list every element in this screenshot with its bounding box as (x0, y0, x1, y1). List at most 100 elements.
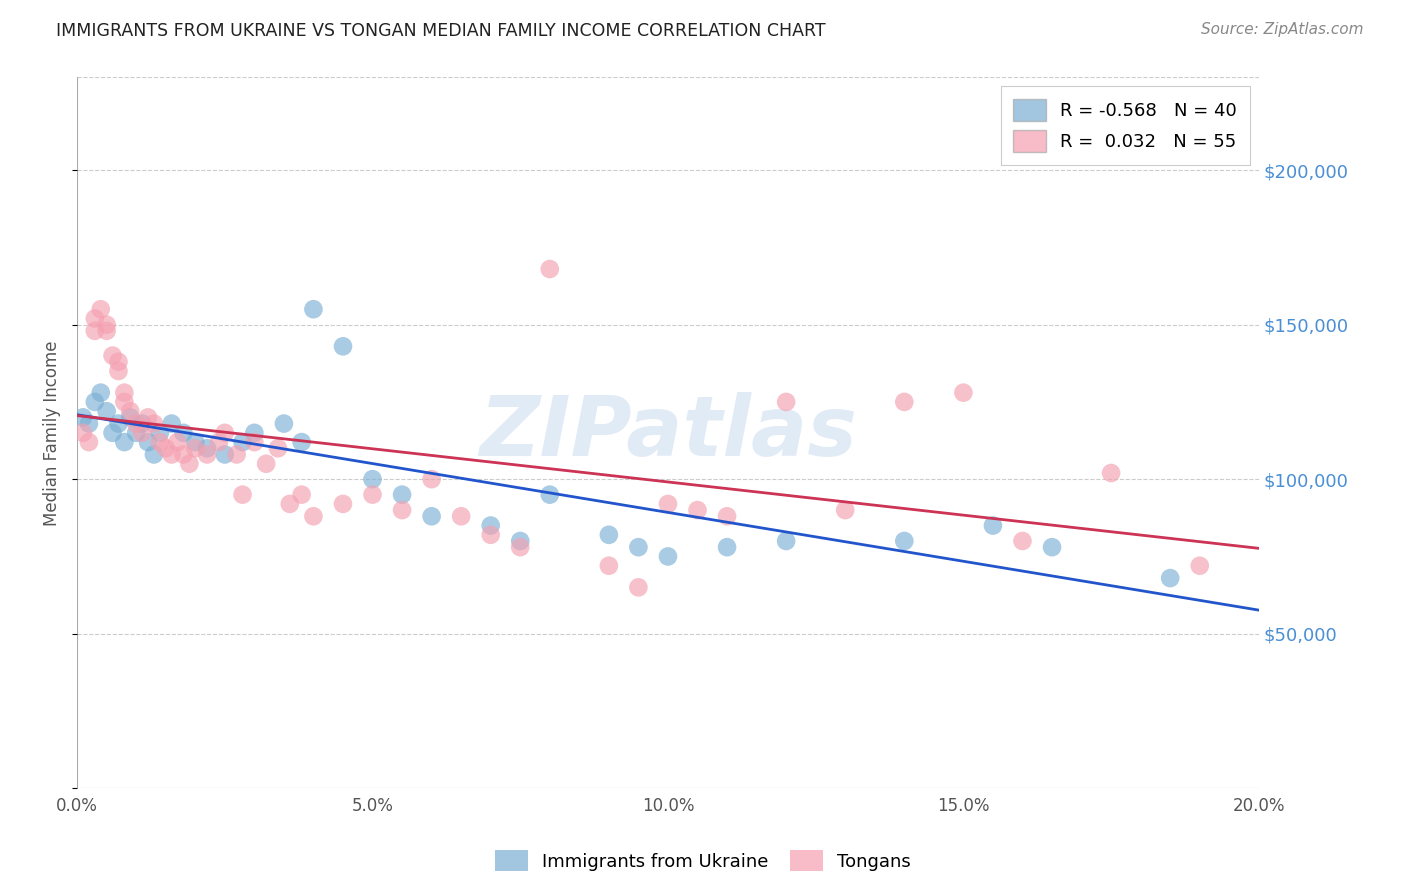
Point (136, 410, 159, 425)
Point (893, 395, 915, 409)
Point (302, 509, 325, 524)
Point (450, 509, 472, 524)
Point (72, 410, 94, 425)
Point (179, 457, 201, 471)
Point (214, 425, 236, 440)
Point (83, 395, 105, 409)
Point (120, 404, 142, 418)
Point (136, 435, 159, 450)
Point (90, 302, 112, 317)
Text: IMMIGRANTS FROM UKRAINE VS TONGAN MEDIAN FAMILY INCOME CORRELATION CHART: IMMIGRANTS FROM UKRAINE VS TONGAN MEDIAN… (56, 22, 825, 40)
Point (716, 540, 738, 554)
Point (83, 324, 105, 338)
Point (775, 533, 797, 548)
Point (657, 497, 679, 511)
Point (627, 580, 650, 594)
Point (83, 311, 105, 326)
Point (834, 503, 856, 517)
Point (291, 488, 314, 502)
Point (1188, 558, 1211, 573)
Point (142, 417, 165, 431)
Point (172, 447, 194, 461)
Point (72, 425, 94, 440)
Point (391, 503, 413, 517)
Point (225, 447, 247, 461)
Point (420, 509, 443, 524)
Point (657, 549, 679, 564)
Point (332, 497, 354, 511)
Legend: Immigrants from Ukraine, Tongans: Immigrants from Ukraine, Tongans (488, 843, 918, 879)
Point (96, 324, 118, 338)
Point (302, 302, 325, 317)
Point (184, 435, 207, 450)
Point (420, 472, 443, 486)
Point (155, 442, 177, 456)
Point (291, 435, 314, 450)
Point (195, 442, 218, 456)
Point (149, 435, 172, 450)
Point (479, 518, 502, 533)
Point (598, 558, 620, 573)
Point (1099, 466, 1122, 480)
Point (101, 425, 124, 440)
Point (160, 447, 183, 461)
Y-axis label: Median Family Income: Median Family Income (44, 340, 60, 525)
Point (142, 447, 165, 461)
Point (131, 417, 153, 431)
Point (96, 404, 118, 418)
Point (538, 488, 561, 502)
Point (107, 355, 129, 369)
Text: Source: ZipAtlas.com: Source: ZipAtlas.com (1201, 22, 1364, 37)
Point (1040, 540, 1063, 554)
Point (598, 528, 620, 542)
Point (391, 488, 413, 502)
Point (243, 425, 266, 440)
Point (208, 435, 231, 450)
Point (214, 447, 236, 461)
Point (107, 417, 129, 431)
Point (509, 540, 531, 554)
Point (172, 425, 194, 440)
Point (361, 472, 384, 486)
Point (232, 488, 254, 502)
Point (538, 262, 561, 277)
Point (96, 318, 118, 332)
Point (232, 435, 254, 450)
Point (77, 435, 100, 450)
Point (125, 425, 148, 440)
Point (952, 385, 974, 400)
Point (893, 533, 915, 548)
Point (131, 425, 153, 440)
Point (184, 442, 207, 456)
Point (90, 385, 112, 400)
Point (332, 339, 354, 353)
Point (686, 503, 709, 517)
Point (243, 435, 266, 450)
Point (1159, 571, 1181, 585)
Point (112, 435, 135, 450)
Point (509, 533, 531, 548)
Point (627, 540, 650, 554)
Point (361, 488, 384, 502)
Point (107, 364, 129, 378)
Point (278, 497, 301, 511)
Point (273, 417, 295, 431)
Point (981, 518, 1004, 533)
Point (1011, 533, 1033, 548)
Point (120, 410, 142, 425)
Point (160, 417, 183, 431)
Point (254, 457, 277, 471)
Point (267, 442, 290, 456)
Point (479, 528, 502, 542)
Point (166, 435, 188, 450)
Point (112, 395, 135, 409)
Point (77, 417, 100, 431)
Point (716, 509, 738, 524)
Legend: R = -0.568   N = 40, R =  0.032   N = 55: R = -0.568 N = 40, R = 0.032 N = 55 (1001, 87, 1250, 165)
Point (195, 447, 218, 461)
Point (149, 425, 172, 440)
Point (101, 349, 124, 363)
Point (125, 417, 148, 431)
Point (775, 395, 797, 409)
Text: ZIPatlas: ZIPatlas (479, 392, 856, 474)
